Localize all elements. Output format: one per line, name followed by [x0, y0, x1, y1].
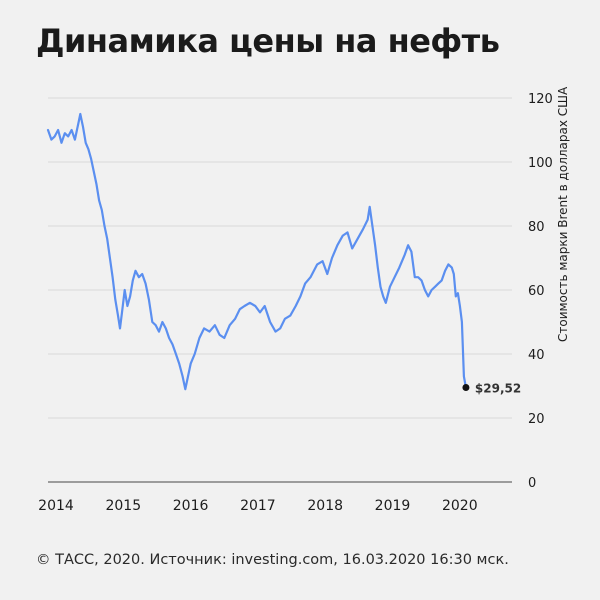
x-tick-label: 2014 [38, 498, 74, 514]
y-axis-title: Стоимость марки Brent в долларах США [556, 86, 570, 342]
source-footer: © ТАСС, 2020. Источник: investing.com, 1… [36, 552, 509, 568]
y-tick-label: 100 [528, 156, 553, 171]
x-tick-label: 2015 [105, 498, 141, 514]
y-axis-ticks: 0 20 40 60 80 100 120 [528, 92, 553, 491]
last-value-label: $29,52 [475, 382, 521, 396]
brent-price-line [46, 112, 467, 391]
x-tick-label: 2019 [375, 498, 411, 514]
x-tick-label: 2016 [173, 498, 209, 514]
gridlines [48, 97, 512, 419]
x-tick-label: 2018 [307, 498, 343, 514]
y-tick-label: 20 [528, 412, 545, 427]
last-value-marker [462, 384, 470, 392]
page-title: Динамика цены на нефть [36, 22, 500, 60]
y-tick-label: 60 [528, 284, 545, 299]
x-tick-label: 2020 [442, 498, 478, 514]
y-tick-label: 120 [528, 92, 553, 107]
x-axis-ticks: 2014 2015 2016 2017 2018 2019 2020 [38, 498, 477, 514]
y-tick-label: 0 [528, 476, 536, 491]
y-tick-label: 40 [528, 348, 545, 363]
x-tick-label: 2017 [240, 498, 276, 514]
y-tick-label: 80 [528, 220, 545, 235]
